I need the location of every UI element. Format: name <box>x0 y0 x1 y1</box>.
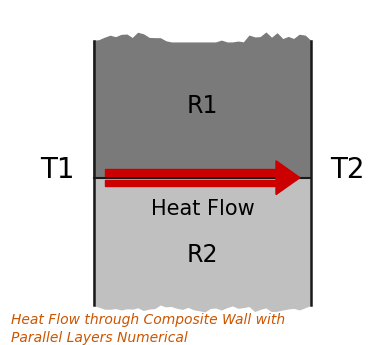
Text: Heat Flow: Heat Flow <box>151 199 254 219</box>
Bar <box>105 169 276 176</box>
Polygon shape <box>94 178 311 312</box>
Text: R2: R2 <box>187 243 218 267</box>
Text: T2: T2 <box>330 156 365 184</box>
Text: R1: R1 <box>187 94 218 118</box>
Polygon shape <box>276 161 300 195</box>
Polygon shape <box>94 33 311 178</box>
Text: T1: T1 <box>40 156 74 184</box>
Bar <box>105 180 276 186</box>
Text: Heat Flow through Composite Wall with
Parallel Layers Numerical: Heat Flow through Composite Wall with Pa… <box>11 313 285 345</box>
